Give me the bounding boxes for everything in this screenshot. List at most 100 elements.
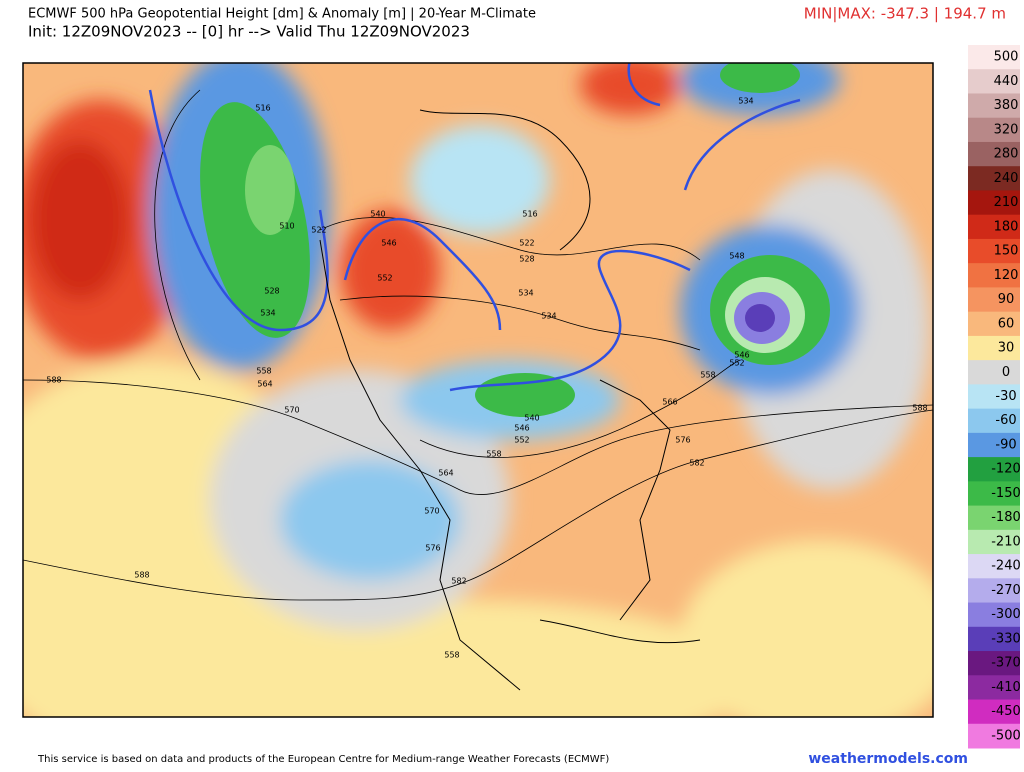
colorbar-cell	[968, 723, 1020, 749]
title: ECMWF 500 hPa Geopotential Height [dm] &…	[28, 7, 536, 22]
colorbar-label: -370	[991, 656, 1021, 671]
contour-label: 576	[675, 436, 690, 445]
colorbar-label: 240	[994, 171, 1019, 186]
colorbar-label: 150	[994, 244, 1019, 259]
colorbar-label: 320	[994, 122, 1019, 137]
contour-label: 558	[444, 651, 459, 660]
colorbar-label: 180	[994, 219, 1019, 234]
colorbar-cell	[968, 505, 1020, 531]
colorbar-cell	[968, 69, 1020, 94]
contour-label: 564	[438, 469, 453, 478]
contour-label: 582	[689, 459, 704, 468]
contour-label: 522	[519, 239, 534, 248]
colorbar-label: -300	[991, 607, 1021, 622]
site: weathermodels.com	[808, 751, 968, 767]
colorbar-cell	[968, 675, 1020, 701]
colorbar-label: 90	[998, 292, 1015, 307]
colorbar-cell	[968, 263, 1020, 288]
contour-label: 588	[134, 571, 149, 580]
contour-label: 548	[729, 252, 744, 261]
colorbar-label: -90	[995, 437, 1016, 452]
colorbar-cell	[968, 93, 1020, 119]
contour-label: 558	[486, 450, 501, 459]
colorbar-cell	[968, 481, 1020, 507]
contour-label: 546	[734, 351, 749, 360]
colorbar-cell	[968, 166, 1020, 191]
contour-label: 534	[518, 289, 533, 298]
colorbar-label: -500	[991, 728, 1021, 743]
colorbar-label: -120	[991, 462, 1021, 477]
contour-label: 534	[541, 312, 556, 321]
colorbar-label: -240	[991, 559, 1021, 574]
contour-label: 588	[912, 404, 927, 413]
colorbar-cell	[968, 117, 1020, 143]
contour-label: 558	[256, 367, 271, 376]
colorbar: 500 440 380 320 280 240 210 180 150 120 90 60 30 0 -30…	[968, 45, 1021, 749]
contour-label: 566	[662, 398, 677, 407]
colorbar-label: 280	[994, 147, 1019, 162]
colorbar-label: -330	[991, 631, 1021, 646]
contour-label: 540	[524, 414, 539, 423]
colorbar-label: -450	[991, 704, 1021, 719]
contour-label: 546	[381, 239, 396, 248]
map	[23, 63, 933, 717]
colorbar-label: -210	[991, 534, 1021, 549]
contour-label: 564	[257, 380, 272, 389]
colorbar-label: 0	[1002, 365, 1010, 380]
contour-label: 552	[729, 359, 744, 368]
colorbar-label: 500	[994, 50, 1019, 65]
colorbar-cell	[968, 699, 1020, 725]
contour-label: 534	[260, 309, 275, 318]
contour-label: 576	[425, 544, 440, 553]
contour-label: 552	[377, 274, 392, 283]
colorbar-cell	[968, 335, 1020, 361]
colorbar-label: -180	[991, 510, 1021, 525]
colorbar-label: -410	[991, 680, 1021, 695]
colorbar-cell	[968, 626, 1020, 652]
credit: This service is based on data and produc…	[37, 754, 609, 765]
contour-label: 510	[279, 222, 294, 231]
colorbar-cell	[968, 238, 1020, 264]
contour-label: 582	[451, 577, 466, 586]
colorbar-label: -60	[995, 413, 1016, 428]
colorbar-label: 30	[998, 341, 1015, 356]
colorbar-label: -150	[991, 486, 1021, 501]
contour-label: 546	[514, 424, 529, 433]
contour-label: 528	[264, 287, 279, 296]
minmax: MIN|MAX: -347.3 | 194.7 m	[804, 5, 1006, 23]
colorbar-cell	[968, 384, 1020, 410]
colorbar-cell	[968, 554, 1020, 579]
colorbar-cell	[968, 141, 1020, 167]
contour-label: 528	[519, 255, 534, 264]
contour-label: 570	[424, 507, 439, 516]
map-frame	[22, 62, 934, 718]
subtitle: Init: 12Z09NOV2023 -- [0] hr --> Valid T…	[28, 23, 470, 41]
contour-label: 570	[284, 406, 299, 415]
colorbar-label: 210	[994, 195, 1019, 210]
colorbar-cell	[968, 578, 1020, 604]
colorbar-label: -30	[995, 389, 1016, 404]
contour-label: 558	[700, 371, 715, 380]
colorbar-cell	[968, 529, 1020, 555]
contour-label: 588	[46, 376, 61, 385]
colorbar-cell	[968, 360, 1020, 385]
colorbar-cell	[968, 287, 1020, 313]
colorbar-label: -270	[991, 583, 1021, 598]
colorbar-cell	[968, 457, 1020, 482]
contour-label: 534	[738, 97, 753, 106]
contour-label: 552	[514, 436, 529, 445]
contour-label: 516	[255, 104, 270, 113]
colorbar-label: 120	[994, 268, 1019, 283]
colorbar-cell	[968, 45, 1020, 70]
colorbar-cell	[968, 408, 1020, 434]
colorbar-cell	[968, 214, 1020, 240]
colorbar-label: 440	[994, 74, 1019, 89]
colorbar-cell	[968, 190, 1020, 216]
colorbar-cell	[968, 651, 1020, 676]
colorbar-cell	[968, 602, 1020, 628]
colorbar-cell	[968, 432, 1020, 458]
colorbar-label: 380	[994, 98, 1019, 113]
contour-label: 540	[370, 210, 385, 219]
contour-label: 522	[311, 226, 326, 235]
contour-label: 516	[522, 210, 537, 219]
